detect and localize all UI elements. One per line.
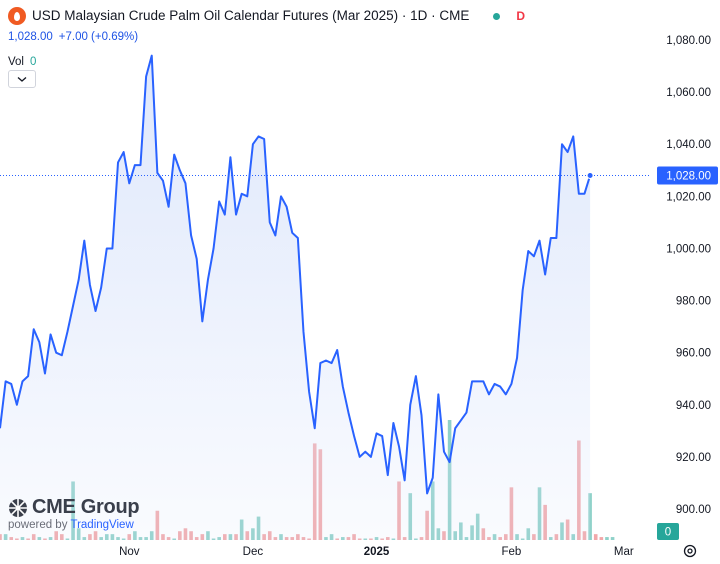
y-tick-label: 900.00 xyxy=(676,504,711,516)
x-tick-label: Nov xyxy=(119,546,140,558)
volume-bar xyxy=(605,537,609,540)
cme-logo-icon xyxy=(8,7,26,25)
volume-bar xyxy=(610,537,615,540)
price-area xyxy=(0,55,591,540)
volume-bar xyxy=(599,537,604,540)
volume-value: 0 xyxy=(30,56,37,68)
volume-label: Vol xyxy=(8,56,24,68)
y-tick-label: 1,040.00 xyxy=(666,139,711,151)
y-tick-label: 920.00 xyxy=(676,452,711,464)
volume-tag xyxy=(657,523,679,540)
y-tick-label: 940.00 xyxy=(676,400,711,412)
powered-by-label: powered by xyxy=(8,519,68,531)
x-tick-label: 2025 xyxy=(364,546,390,558)
price-line xyxy=(0,54,592,495)
last-price-tag-label: 1,028.00 xyxy=(666,171,711,183)
y-tick-label: 980.00 xyxy=(676,296,711,308)
volume-tag-label: 0 xyxy=(665,527,671,539)
y-tick-label: 1,080.00 xyxy=(666,35,711,47)
y-tick-label: 960.00 xyxy=(676,348,711,360)
price-change: +7.00 (+0.69%) xyxy=(58,31,139,43)
legend: USD Malaysian Crude Palm Oil Calendar Fu… xyxy=(8,6,526,88)
y-tick-label: 1,000.00 xyxy=(666,243,711,255)
chevron-down-icon xyxy=(17,77,27,82)
price-tags: 1,028.00 0 xyxy=(657,166,718,540)
settings-icon[interactable] xyxy=(682,543,698,559)
collapse-legend-button[interactable] xyxy=(8,70,36,88)
volume-bar xyxy=(593,534,598,540)
y-tick-label: 1,020.00 xyxy=(666,191,711,203)
x-axis: Nov Dec 2025 Feb Mar xyxy=(119,546,634,558)
platform-name[interactable]: TradingView xyxy=(70,519,134,531)
last-point-marker xyxy=(586,171,594,179)
x-tick-label: Mar xyxy=(614,546,634,558)
y-tick-label: 1,060.00 xyxy=(666,87,711,99)
area-layer xyxy=(0,55,591,540)
cme-globe-icon xyxy=(9,498,27,517)
x-tick-label: Feb xyxy=(501,546,521,558)
y-axis: 1,080.00 1,060.00 1,040.00 1,020.00 1,000.00… xyxy=(666,35,711,516)
last-price: 1,028.00 xyxy=(8,31,53,43)
status-badge[interactable]: D xyxy=(516,9,526,23)
market-status-icon[interactable] xyxy=(493,12,501,20)
x-tick-label: Dec xyxy=(243,546,264,558)
symbol-title[interactable]: USD Malaysian Crude Palm Oil Calendar Fu… xyxy=(32,8,470,23)
last-price-tag xyxy=(657,166,718,185)
line-layer xyxy=(0,54,650,495)
brand-name: CME Group xyxy=(32,496,140,518)
brand-watermark[interactable]: CME Group powered by TradingView xyxy=(8,496,140,531)
